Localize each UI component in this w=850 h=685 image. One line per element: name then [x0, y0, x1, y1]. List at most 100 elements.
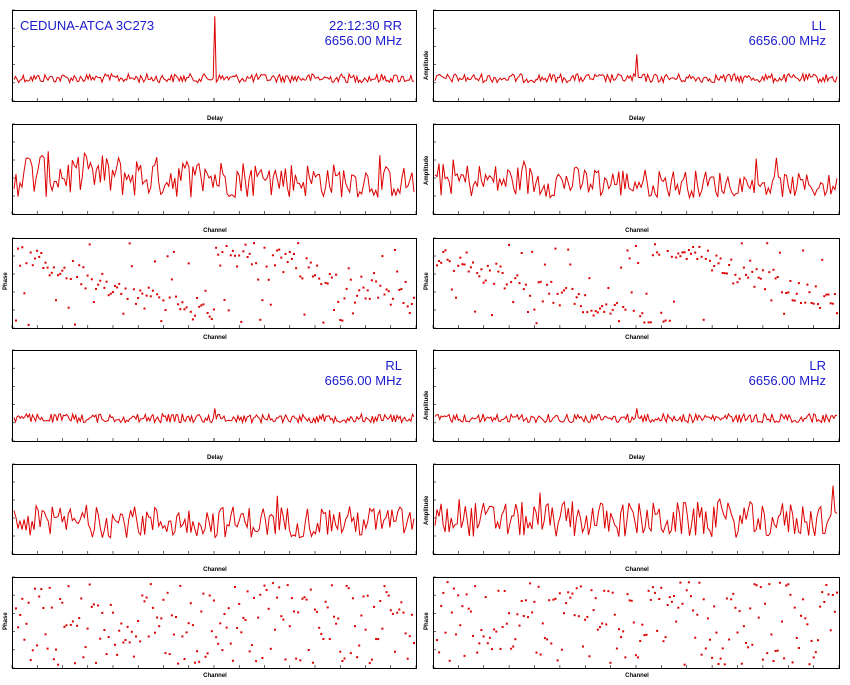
rr-phase-point — [250, 263, 253, 266]
rr-phase-point — [305, 257, 308, 260]
lr-phase-point — [704, 647, 707, 650]
ll-phase-point — [778, 251, 781, 254]
lr-phase-point — [757, 616, 760, 619]
lr-phase-point — [774, 650, 777, 652]
lr-phase-point — [772, 660, 775, 662]
rr-phase-point — [183, 308, 186, 311]
rr-phase-point — [351, 312, 354, 315]
ll-phase-point — [721, 272, 724, 274]
rr-phase-point — [301, 277, 304, 280]
rr-phase-point — [111, 291, 114, 294]
rl-phase-point — [151, 606, 154, 609]
rl-phase-point — [231, 659, 234, 662]
rr-phase-point — [316, 264, 319, 267]
rr-phase-point — [189, 310, 192, 313]
rl-phase-point — [130, 630, 133, 633]
lr-phase-point — [448, 659, 451, 662]
lr-phase-point — [575, 587, 578, 590]
rl-phase-point — [358, 644, 361, 647]
lr-phase-point — [524, 599, 527, 602]
rl-phase-point — [257, 616, 260, 619]
ll-phase-point — [651, 254, 654, 257]
ll-phase-point — [592, 314, 595, 317]
ll-phase-point — [508, 243, 510, 246]
rl-phase-point — [309, 588, 312, 591]
rl-phase-point — [52, 658, 55, 661]
lr-phase-point — [505, 622, 508, 625]
lr-phase-point — [719, 657, 722, 660]
rl-phase-point — [179, 584, 182, 587]
lr-phase-point — [455, 633, 457, 636]
rl-phase-point — [36, 644, 39, 647]
rr-phase-point — [295, 267, 298, 270]
rr-phase-point — [194, 314, 196, 317]
lr-phase-point — [457, 594, 460, 597]
ll-phase-point — [577, 293, 580, 296]
lr-phase-point — [527, 616, 529, 619]
rl-phase-point — [381, 627, 384, 630]
lr-phase-point — [474, 585, 477, 588]
rl-phase-point — [368, 662, 371, 665]
rl-phase-point — [297, 611, 300, 614]
rr-phase-point — [149, 295, 152, 298]
lr-phase-point — [501, 626, 504, 628]
ll-phase-point — [486, 264, 489, 267]
rl-phase-point — [398, 608, 401, 611]
rl-phase-point — [413, 642, 415, 644]
ll-phase-point — [783, 312, 786, 315]
lr-phase-point — [436, 639, 438, 642]
lr-phase-point — [588, 655, 591, 658]
lr-phase-point — [605, 623, 608, 626]
ll-phase-point — [660, 311, 663, 314]
lr-phase-point — [607, 590, 610, 593]
lr-phase-point — [556, 659, 559, 662]
rl-phase-point — [284, 658, 287, 661]
lr-phase-point — [508, 612, 510, 615]
ylabel-phase-lr: Phase — [424, 612, 430, 630]
ll-phase-point — [527, 311, 529, 313]
rr-phase-point — [229, 254, 232, 257]
rr-phase-point — [255, 262, 258, 265]
rl-phase-point — [238, 602, 241, 605]
rl-phase-point — [95, 661, 97, 664]
lr-phase-point — [459, 624, 462, 627]
lr-phase-point — [793, 606, 796, 609]
rr-phase-point — [265, 265, 268, 268]
lr-phase-point — [584, 618, 587, 621]
ll-delay-frame — [433, 10, 840, 102]
rl-phase-point — [135, 635, 137, 638]
rr-phase-point — [400, 288, 403, 291]
rr-phase-point — [290, 258, 293, 260]
ll-phase-point — [819, 306, 822, 309]
rl-phase-point — [34, 587, 36, 590]
pol-label-lr: LR — [809, 358, 826, 373]
xlabel-channel-lr: Channel — [625, 567, 649, 573]
ll-phase-point — [550, 280, 553, 283]
ll-phase-frame — [433, 238, 840, 329]
rr-phase-point — [154, 260, 156, 263]
ll-phase-point — [552, 301, 555, 304]
lr-phase-point — [539, 653, 542, 656]
lr-phase-point — [465, 593, 468, 596]
lr-phase-point — [514, 638, 517, 641]
rr-phase-point — [330, 276, 333, 279]
rr-phase-point — [408, 312, 411, 314]
rl-phase-point — [84, 646, 87, 649]
ll-phase-point — [480, 268, 483, 271]
rr-phase-point — [231, 249, 234, 252]
rl-phase-point — [162, 598, 165, 601]
ll-phase-point — [814, 285, 817, 288]
ll-phase-point — [696, 258, 699, 260]
rl-phase-point — [286, 584, 289, 587]
rl-amplitude-frame — [12, 464, 417, 555]
ll-phase-point — [768, 271, 771, 274]
lr-phase-point — [800, 614, 802, 617]
ylabel-amplitude-lr-2: Amplitude — [424, 495, 430, 525]
ll-phase-point — [639, 315, 642, 318]
lr-phase-point — [611, 591, 614, 594]
rl-phase-point — [288, 625, 291, 628]
rr-phase-point — [145, 294, 148, 297]
rr-phase-point — [128, 242, 131, 245]
rl-phase-point — [114, 643, 116, 646]
ll-phase-point — [560, 291, 563, 294]
